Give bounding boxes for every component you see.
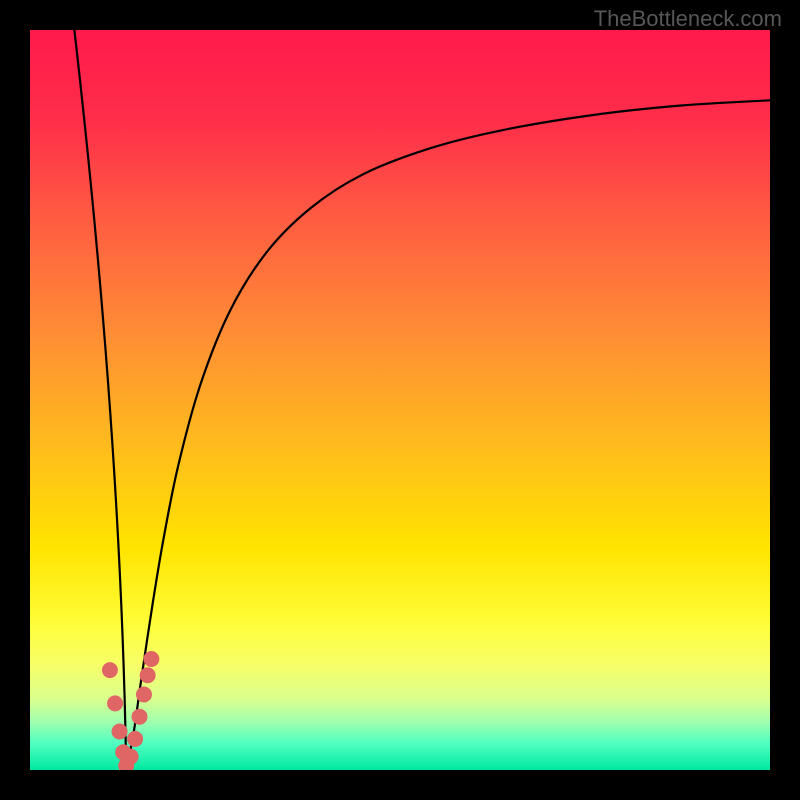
data-marker xyxy=(140,668,155,683)
chart-outer-frame xyxy=(30,30,770,770)
data-marker xyxy=(123,749,138,764)
data-marker xyxy=(102,663,117,678)
watermark-text: TheBottleneck.com xyxy=(594,6,782,32)
data-marker xyxy=(128,731,143,746)
data-marker xyxy=(108,696,123,711)
data-marker xyxy=(132,709,147,724)
chart-background-gradient xyxy=(30,30,770,770)
data-marker xyxy=(144,652,159,667)
data-marker xyxy=(112,724,127,739)
data-marker xyxy=(136,687,151,702)
chart-svg xyxy=(30,30,770,770)
chart-plot-area xyxy=(30,30,770,770)
